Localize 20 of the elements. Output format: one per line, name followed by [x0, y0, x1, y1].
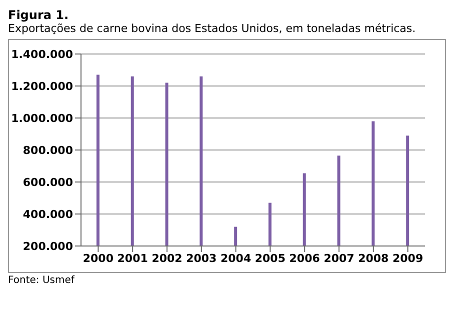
y-tick-label: 200.000 [22, 240, 74, 253]
x-tick-label: 2001 [117, 252, 148, 265]
x-tick-label: 2000 [82, 252, 114, 265]
x-tick-label: 2005 [254, 252, 286, 265]
x-tick-label: 2008 [358, 252, 389, 265]
source-note: Fonte: Usmef [8, 275, 76, 286]
y-tick-label: 1.400.000 [11, 48, 74, 61]
y-tick-label: 600.000 [22, 176, 74, 189]
y-tick-label: 400.000 [22, 208, 74, 221]
y-tick-label: 1.000.000 [11, 112, 74, 125]
x-tick-label: 2009 [392, 252, 424, 265]
x-tick-label: 2002 [152, 252, 182, 265]
y-tick-label: 800.000 [22, 144, 74, 157]
chart-title: Figura 1. [8, 8, 70, 22]
x-tick-label: 2007 [324, 252, 354, 265]
y-tick-label: 1.200.000 [11, 80, 74, 93]
chart-subtitle: Exportações de carne bovina dos Estados Unidos, em toneladas métricas. [8, 22, 417, 35]
x-tick-label: 2006 [289, 252, 320, 265]
x-tick-label: 2004 [220, 252, 252, 265]
x-tick-label: 2003 [186, 252, 217, 265]
